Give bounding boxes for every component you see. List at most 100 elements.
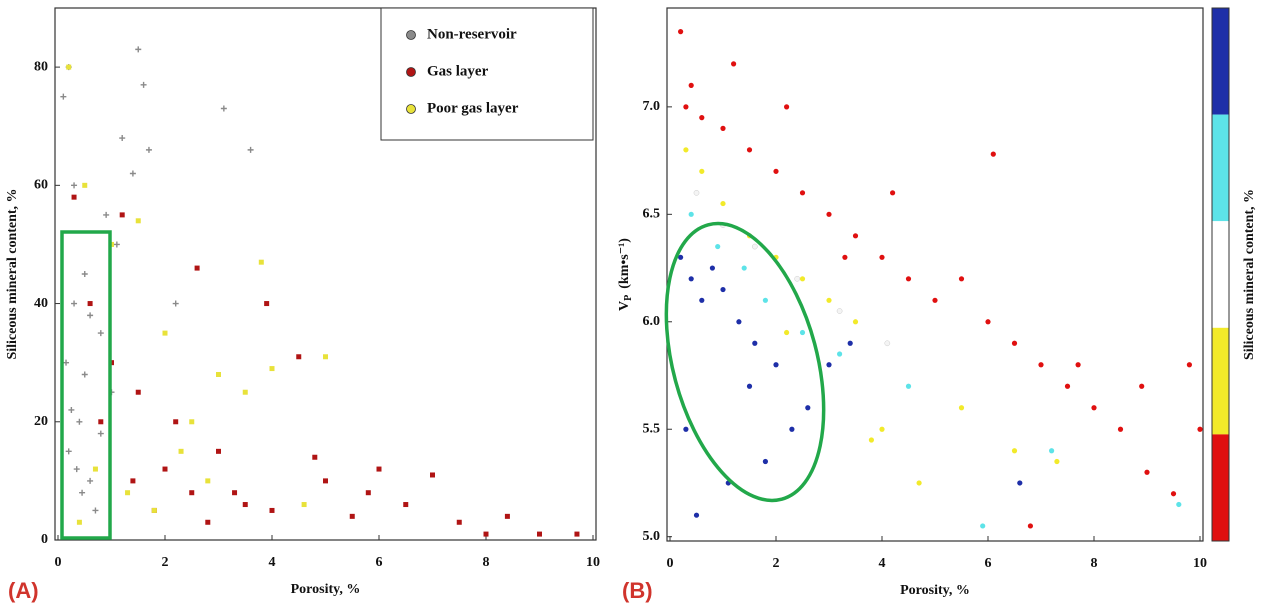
point xyxy=(688,276,694,282)
point xyxy=(68,406,75,413)
point xyxy=(736,319,742,325)
point xyxy=(135,389,141,395)
point xyxy=(683,104,689,110)
x-tick-label: 8 xyxy=(483,555,490,570)
x-tick-label: 4 xyxy=(269,555,276,570)
x-tick-label: 2 xyxy=(773,556,780,571)
point xyxy=(125,490,131,496)
point xyxy=(71,300,78,307)
point xyxy=(693,512,700,518)
point xyxy=(189,419,195,425)
point xyxy=(1186,362,1192,368)
legend-marker xyxy=(406,67,416,77)
point xyxy=(87,312,94,319)
point xyxy=(216,448,221,454)
point xyxy=(932,297,938,303)
point xyxy=(762,458,769,465)
point xyxy=(693,189,700,196)
point xyxy=(232,490,238,496)
point xyxy=(784,104,790,110)
point xyxy=(1075,362,1081,368)
y-axis-label-part: V xyxy=(617,301,632,311)
point xyxy=(92,466,98,472)
y-tick-label: 6.0 xyxy=(643,314,661,329)
point xyxy=(799,190,806,196)
point xyxy=(119,212,125,218)
point xyxy=(990,151,996,157)
y-tick-label: 80 xyxy=(34,59,48,74)
point xyxy=(60,93,67,100)
point xyxy=(688,82,694,88)
point xyxy=(688,211,694,217)
point xyxy=(852,233,859,239)
point xyxy=(746,147,753,153)
point xyxy=(709,265,716,271)
point xyxy=(162,330,168,336)
point xyxy=(301,502,307,508)
point xyxy=(1091,405,1097,411)
point xyxy=(103,211,110,218)
point xyxy=(799,329,806,336)
point xyxy=(1049,448,1055,454)
point xyxy=(805,405,811,411)
colorbar-label: Siliceous mineral content, % xyxy=(1242,189,1257,360)
colorbar-segment xyxy=(1212,8,1229,115)
y-tick-label: 60 xyxy=(34,178,48,193)
point xyxy=(746,383,753,389)
point xyxy=(82,182,88,188)
point xyxy=(205,519,211,525)
point xyxy=(720,200,726,207)
point xyxy=(683,426,689,432)
point xyxy=(905,383,912,389)
point xyxy=(980,523,986,529)
point xyxy=(826,211,832,217)
legend-label: Gas layer xyxy=(427,63,489,79)
point xyxy=(97,430,104,437)
point xyxy=(1139,383,1145,389)
x-axis-label: Porosity, % xyxy=(900,583,970,598)
point xyxy=(178,448,184,454)
point xyxy=(836,308,843,314)
x-tick-label: 0 xyxy=(667,556,674,571)
point xyxy=(189,490,195,496)
point xyxy=(826,297,832,303)
point xyxy=(365,490,371,496)
x-tick-label: 0 xyxy=(55,555,62,570)
point xyxy=(129,170,136,177)
point xyxy=(98,419,104,425)
point xyxy=(92,507,99,514)
x-tick-label: 8 xyxy=(1091,556,1098,571)
point xyxy=(884,340,891,347)
point xyxy=(916,480,922,486)
point xyxy=(135,46,142,53)
x-axis-label: Porosity, % xyxy=(291,582,361,597)
point xyxy=(269,507,275,513)
point xyxy=(483,531,489,537)
y-tick-label: 20 xyxy=(34,414,48,429)
point xyxy=(456,519,462,525)
point xyxy=(1197,426,1203,432)
point xyxy=(312,454,318,460)
point xyxy=(79,489,86,496)
point xyxy=(73,466,80,473)
plot-frame xyxy=(666,7,1204,542)
y-tick-label: 0 xyxy=(41,532,48,547)
point xyxy=(731,61,737,67)
point xyxy=(1011,340,1018,346)
point xyxy=(269,366,275,372)
point xyxy=(81,271,88,277)
point xyxy=(794,275,801,282)
point xyxy=(752,340,758,346)
point xyxy=(140,81,147,88)
point xyxy=(905,276,912,282)
highlight-ellipse xyxy=(664,221,826,503)
y-tick-label: 40 xyxy=(34,296,48,311)
point xyxy=(720,125,726,131)
point xyxy=(71,182,78,189)
point xyxy=(247,146,254,153)
point xyxy=(789,426,795,432)
colorbar-segment xyxy=(1212,327,1229,435)
panel-label: (A) xyxy=(8,578,39,603)
point xyxy=(751,243,758,250)
